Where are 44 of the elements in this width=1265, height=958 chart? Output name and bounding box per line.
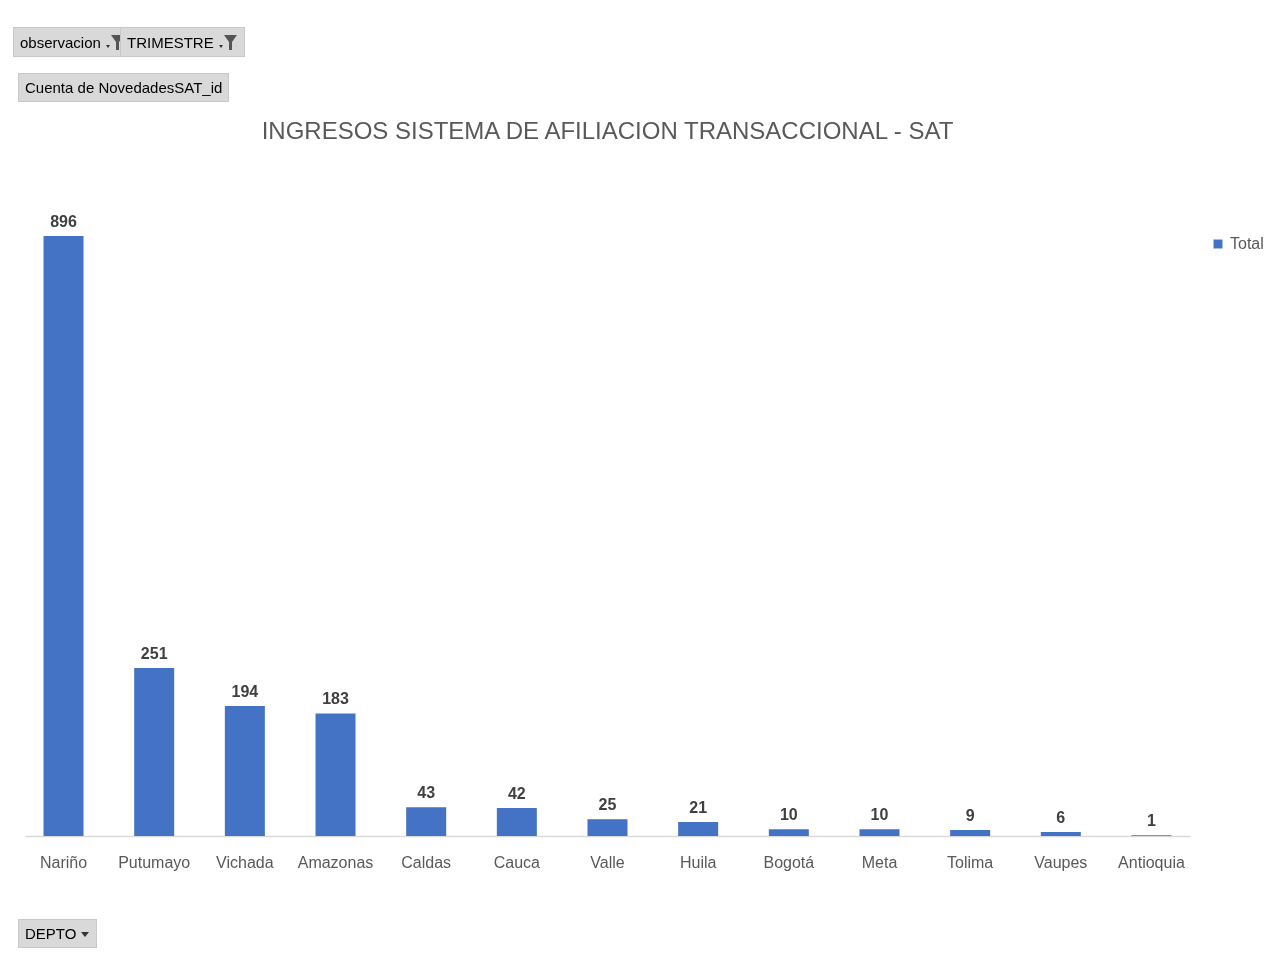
- x-tick-label: Meta: [861, 853, 898, 871]
- data-label: 10: [870, 806, 889, 824]
- x-tick-label: Vichada: [216, 853, 274, 871]
- x-tick-label: Amazonas: [297, 853, 374, 871]
- data-label: 6: [1056, 808, 1066, 826]
- data-label: 25: [598, 796, 617, 814]
- data-label: 194: [231, 683, 259, 701]
- x-tick-label: Cauca: [493, 853, 541, 871]
- text: Cuenta de NovedadesSAT_id: [25, 79, 223, 96]
- x-tick-label: Bogotá: [763, 853, 815, 871]
- x-tick-label: Putumayo: [118, 853, 191, 871]
- x-tick-label: Caldas: [401, 853, 452, 871]
- chart-title: INGRESOS SISTEMA DE AFILIACION TRANSACCIONAL - SAT: [261, 117, 954, 144]
- bar: [406, 807, 447, 836]
- data-label: 1: [1147, 812, 1157, 830]
- text: observacion: [20, 33, 101, 51]
- bar: [1040, 831, 1081, 836]
- bar: [496, 807, 537, 836]
- x-tick-label: Huila: [679, 853, 717, 871]
- x-tick-label: Valle: [590, 853, 625, 871]
- data-label: 251: [140, 644, 168, 662]
- data-label: 21: [689, 798, 708, 816]
- data-label: 10: [779, 806, 798, 824]
- data-label: 9: [965, 806, 975, 824]
- bar: [587, 819, 628, 836]
- x-tick-label: Antioquia: [1118, 853, 1185, 871]
- legend-label: Total: [1230, 235, 1264, 252]
- x-tick-label: Nariño: [39, 853, 88, 871]
- data-label: 896: [50, 213, 77, 230]
- bar: [859, 829, 900, 836]
- data-label: 183: [322, 690, 349, 708]
- text: DEPTO: [25, 925, 77, 942]
- x-tick-label: Vaupes: [1034, 853, 1088, 871]
- data-label: 42: [507, 784, 526, 802]
- bar: [950, 829, 991, 836]
- bar: [315, 713, 356, 836]
- x-tick-label: Tolima: [947, 853, 994, 871]
- bar: [678, 821, 719, 836]
- data-label: 43: [417, 784, 436, 802]
- bar: [43, 236, 84, 836]
- text: TRIMESTRE: [127, 33, 214, 51]
- bar: [134, 667, 175, 836]
- bar: [224, 706, 265, 836]
- bar: [768, 829, 809, 836]
